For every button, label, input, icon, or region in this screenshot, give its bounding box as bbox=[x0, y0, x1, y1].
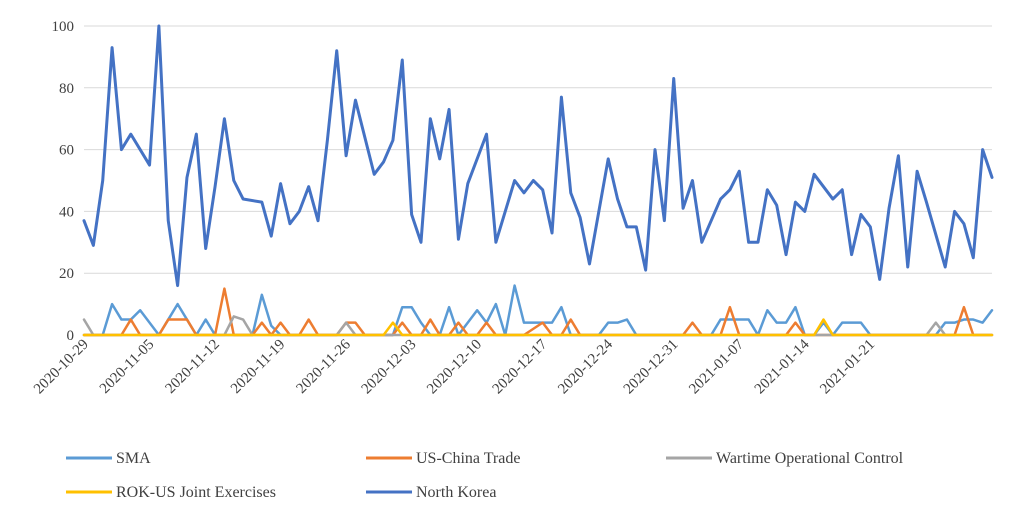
legend-label: ROK-US Joint Exercises bbox=[116, 484, 276, 501]
legend-label: US-China Trade bbox=[416, 450, 520, 467]
legend-item-sma: SMA bbox=[66, 450, 151, 467]
legend-item-north-korea: North Korea bbox=[366, 484, 496, 501]
legend-label: North Korea bbox=[416, 484, 496, 501]
y-tick-label: 100 bbox=[52, 19, 75, 35]
x-tick-label: 2020-12-03 bbox=[359, 337, 420, 398]
x-tick-label: 2021-01-21 bbox=[817, 337, 878, 398]
x-axis: 2020-10-29 2020-11-05 2020-11-12 2020-11-19… bbox=[31, 334, 992, 398]
series-line-rok-us-joint-exercises bbox=[82, 318, 994, 337]
legend-item-us-china-trade: US-China Trade bbox=[366, 450, 520, 467]
x-tick-label: 2020-11-26 bbox=[294, 336, 355, 397]
series-lines bbox=[82, 24, 994, 337]
legend-item-wartime-operational-control: Wartime Operational Control bbox=[666, 450, 904, 467]
legend-label: Wartime Operational Control bbox=[716, 450, 904, 467]
x-tick-label: 2020-11-12 bbox=[162, 337, 222, 397]
x-tick-label: 2021-01-07 bbox=[686, 336, 747, 397]
y-tick-label: 60 bbox=[59, 143, 74, 159]
x-tick-label: 2021-01-14 bbox=[752, 336, 813, 397]
y-tick-label: 0 bbox=[67, 328, 75, 344]
legend-label: SMA bbox=[116, 450, 151, 467]
y-tick-label: 20 bbox=[59, 266, 74, 282]
series-line-north-korea bbox=[82, 24, 994, 288]
series-line-us-china-trade bbox=[82, 287, 994, 337]
x-tick-label: 2020-12-10 bbox=[424, 337, 485, 398]
x-tick-label: 2020-12-31 bbox=[621, 337, 682, 398]
x-tick-label: 2020-10-29 bbox=[31, 337, 92, 398]
y-tick-label: 40 bbox=[59, 204, 74, 220]
legend: SMA US-China Trade Wartime Operational Con… bbox=[66, 450, 904, 501]
x-tick-label: 2020-11-19 bbox=[228, 337, 288, 397]
y-axis: 0 20 40 60 80 100 bbox=[52, 19, 75, 344]
gridlines bbox=[84, 25, 992, 274]
x-tick-label: 2020-12-24 bbox=[555, 336, 616, 397]
legend-item-rok-us-joint-exercises: ROK-US Joint Exercises bbox=[66, 484, 276, 501]
x-tick-label: 2020-12-17 bbox=[490, 336, 551, 397]
x-tick-label: 2020-11-05 bbox=[97, 337, 157, 397]
y-tick-label: 80 bbox=[59, 81, 74, 97]
